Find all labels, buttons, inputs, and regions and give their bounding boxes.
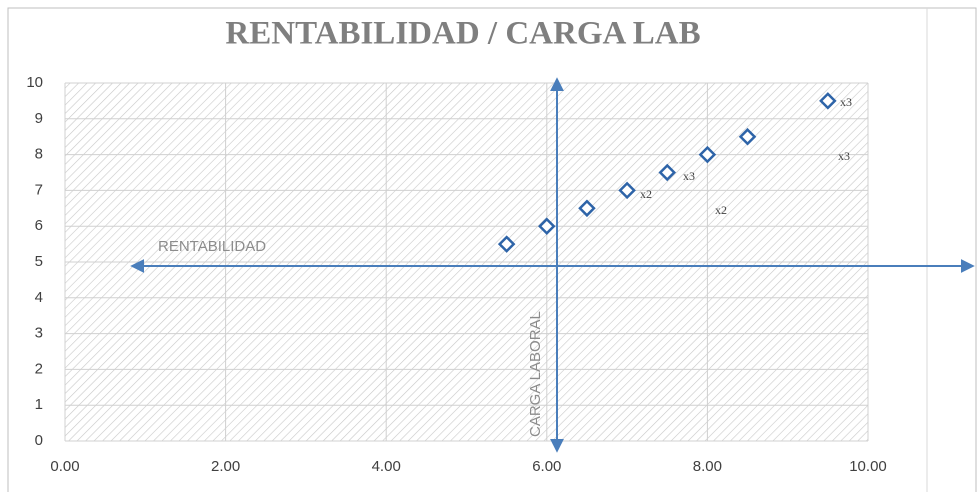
x-tick-label: 4.00 xyxy=(372,458,401,475)
marker xyxy=(738,127,757,146)
annotation: x3 xyxy=(683,169,695,183)
annotation: x3 xyxy=(838,149,850,163)
x-tick-label: 8.00 xyxy=(693,458,722,475)
x-axis-label: RENTABILIDAD xyxy=(158,238,266,255)
y-tick-label: 4 xyxy=(35,289,43,306)
x-tick-label: 0.00 xyxy=(50,458,79,475)
marker xyxy=(658,163,677,182)
y-axis-label: CARGA LABORAL xyxy=(527,311,544,437)
marker xyxy=(497,235,516,253)
y-tick-label: 0 xyxy=(35,432,43,449)
y-tick-label: 10 xyxy=(26,74,43,91)
marker xyxy=(538,217,556,235)
y-tick-label: 3 xyxy=(35,325,43,342)
y-tick-label: 1 xyxy=(35,396,43,413)
x-tick-label: 2.00 xyxy=(211,458,240,475)
y-tick-label: 5 xyxy=(35,253,43,270)
y-tick-label: 6 xyxy=(35,217,43,234)
y-tick-label: 2 xyxy=(35,360,43,377)
x-tick-label: 10.00 xyxy=(849,458,887,475)
x-tick-label: 6.00 xyxy=(532,458,561,475)
y-tick-label: 9 xyxy=(35,110,43,127)
marker xyxy=(578,199,596,218)
annotation: x2 xyxy=(715,203,727,217)
y-tick-label: 7 xyxy=(35,181,43,198)
marker xyxy=(698,145,717,164)
y-tick-label: 8 xyxy=(35,146,43,163)
annotation: x2 xyxy=(640,187,652,201)
annotation: x3 xyxy=(840,95,852,109)
marker xyxy=(618,181,636,200)
chart-title: RENTABILIDAD / CARGA LAB xyxy=(225,16,700,52)
marker xyxy=(819,92,837,110)
